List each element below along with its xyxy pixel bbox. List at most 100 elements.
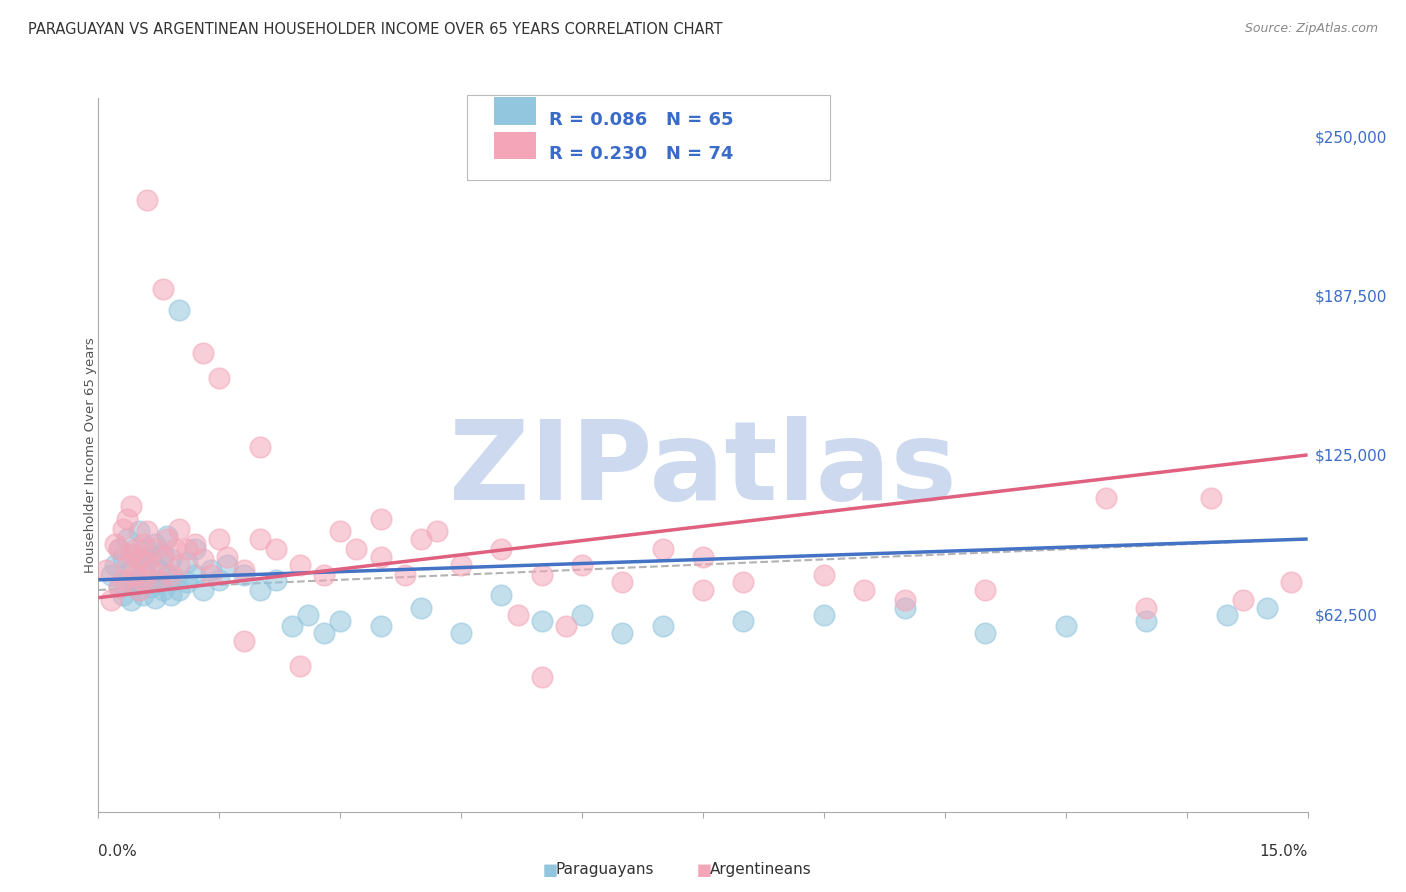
Point <box>426 524 449 539</box>
Point <box>120 593 142 607</box>
Text: R = 0.230   N = 74: R = 0.230 N = 74 <box>550 145 734 162</box>
Point <box>132 537 155 551</box>
Point <box>139 581 162 595</box>
Point <box>200 563 222 577</box>
Point <box>107 542 129 557</box>
Point <box>264 542 287 557</box>
Point <box>208 573 231 587</box>
Point <box>135 555 157 569</box>
Point <box>107 581 129 595</box>
Point <box>152 549 174 564</box>
Text: 15.0%: 15.0% <box>1260 844 1308 859</box>
Point <box>132 558 155 572</box>
Text: ▪: ▪ <box>541 858 558 881</box>
Point <box>148 563 170 577</box>
Point <box>651 542 673 557</box>
Point <box>135 524 157 539</box>
Point <box>132 573 155 587</box>
Point <box>100 593 122 607</box>
Point <box>612 575 634 590</box>
Point <box>491 542 513 557</box>
Point <box>107 581 129 595</box>
Point <box>409 600 432 615</box>
Point <box>160 552 183 566</box>
Point <box>152 282 174 296</box>
Point <box>100 567 122 582</box>
Point <box>163 573 186 587</box>
Point <box>124 573 146 587</box>
Point <box>111 522 134 536</box>
Point <box>184 537 207 551</box>
Point <box>184 567 207 582</box>
Point <box>135 542 157 557</box>
Point <box>143 542 166 557</box>
Point <box>813 608 835 623</box>
Point <box>139 549 162 564</box>
Text: Paraguayans: Paraguayans <box>555 863 654 877</box>
FancyBboxPatch shape <box>467 95 830 180</box>
Point <box>1095 491 1118 506</box>
Point <box>176 575 198 590</box>
Point <box>152 582 174 597</box>
Point <box>160 567 183 582</box>
Point <box>167 582 190 597</box>
Point <box>128 552 150 566</box>
Point <box>394 567 416 582</box>
Point <box>249 582 271 597</box>
Point <box>491 588 513 602</box>
Point <box>115 532 138 546</box>
Text: R = 0.086   N = 65: R = 0.086 N = 65 <box>550 111 734 129</box>
Point <box>530 614 553 628</box>
Point <box>96 563 118 577</box>
Point <box>132 588 155 602</box>
Text: PARAGUAYAN VS ARGENTINEAN HOUSEHOLDER INCOME OVER 65 YEARS CORRELATION CHART: PARAGUAYAN VS ARGENTINEAN HOUSEHOLDER IN… <box>28 22 723 37</box>
Point <box>450 558 472 572</box>
Point <box>193 552 215 566</box>
Point <box>893 593 915 607</box>
Point <box>329 524 352 539</box>
Point <box>297 608 319 623</box>
Point <box>506 608 529 623</box>
Point <box>111 549 134 564</box>
Point <box>1199 491 1222 506</box>
Point <box>249 440 271 454</box>
Point <box>120 563 142 577</box>
Point <box>370 511 392 525</box>
Point <box>571 558 593 572</box>
Text: Source: ZipAtlas.com: Source: ZipAtlas.com <box>1244 22 1378 36</box>
Point <box>217 558 239 572</box>
Point <box>1135 614 1157 628</box>
Point <box>107 542 129 557</box>
Point <box>176 542 198 557</box>
Point <box>115 558 138 572</box>
Point <box>208 532 231 546</box>
Point <box>156 529 179 543</box>
Point <box>651 618 673 632</box>
Point <box>530 670 553 684</box>
Point <box>167 558 190 572</box>
Point <box>160 588 183 602</box>
Point <box>193 346 215 360</box>
Point <box>281 618 304 632</box>
Bar <box>494 97 536 125</box>
Point <box>813 567 835 582</box>
Point <box>1135 600 1157 615</box>
Point <box>176 555 198 569</box>
Point <box>139 563 162 577</box>
Point <box>135 193 157 207</box>
Point <box>344 542 367 557</box>
Point <box>103 537 125 551</box>
Point <box>217 549 239 564</box>
Point <box>288 659 311 673</box>
Point <box>193 582 215 597</box>
Point <box>200 567 222 582</box>
Point <box>232 567 254 582</box>
Point <box>163 542 186 557</box>
Point <box>124 542 146 557</box>
Point <box>111 588 134 602</box>
Point <box>143 537 166 551</box>
Point <box>692 549 714 564</box>
Point <box>1232 593 1254 607</box>
Point <box>370 618 392 632</box>
Point <box>450 626 472 640</box>
